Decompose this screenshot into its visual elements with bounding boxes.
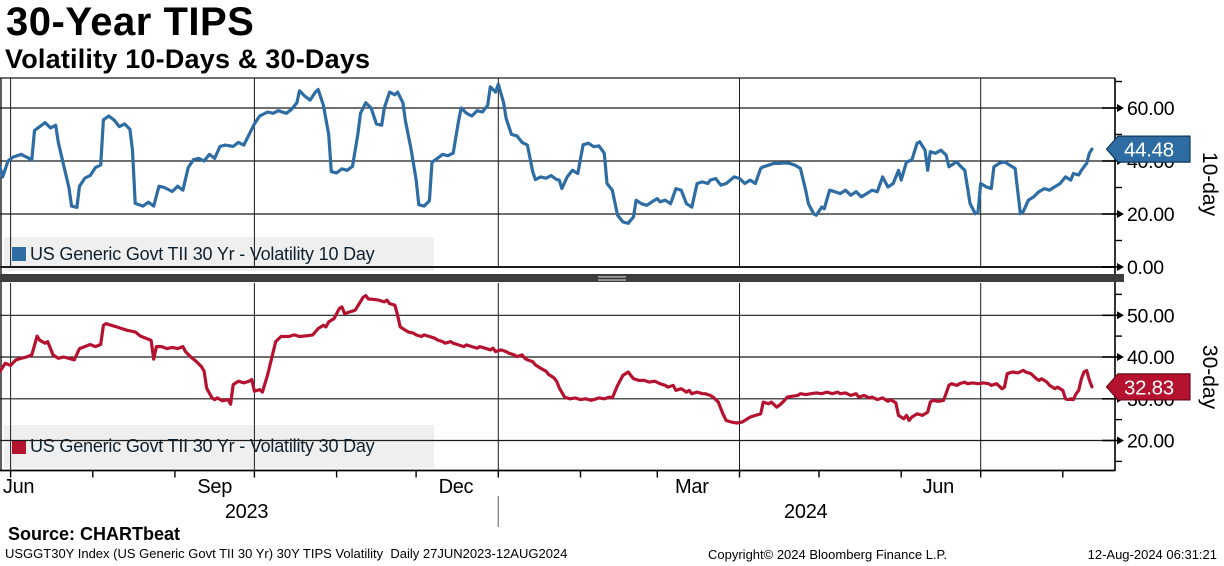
x-month-label: Mar [675,476,709,498]
panel-divider [0,274,1124,282]
panel-divider-grip[interactable] [598,276,626,281]
y-tick-arrow-icon [1117,311,1124,320]
y-tick-label: 30.00 [1127,389,1175,411]
y-tick-arrow-icon [1117,436,1124,445]
y-tick-label: 50.00 [1127,305,1175,327]
series-path-10-day [0,82,1094,225]
legend-swatch-red-icon [12,439,26,454]
y-tick-label: 20.00 [1127,431,1175,453]
last-value-badge-30-day [1105,373,1191,401]
y-tick-arrow-icon [1117,210,1124,218]
x-month-label: Jun [3,476,34,498]
y-tick-label: 40.00 [1127,151,1175,173]
panel-axis-name-30-day: 30-day [1198,345,1221,410]
y-tick-arrow-icon [1117,394,1124,403]
legend-label-30-day: US Generic Govt TII 30 Yr - Volatility 3… [30,436,375,456]
y-tick-label: 0.00 [1127,257,1164,279]
last-value-label: 44.48 [1124,139,1174,162]
last-value-badge-10-day [1105,135,1191,163]
y-tick-label: 60.00 [1127,98,1175,120]
panel-axis-name-10-day: 10-day [1198,152,1221,217]
legend-10-day: US Generic Govt TII 30 Yr - Volatility 1… [4,237,434,271]
legend-swatch-blue-icon [12,247,26,261]
footer-description: USGGT30Y Index (US Generic Govt TII 30 Y… [5,546,568,561]
last-value-label: 32.83 [1124,376,1174,399]
legend-30-day: US Generic Govt TII 30 Yr - Volatility 3… [4,425,434,468]
x-month-label: Dec [439,476,474,498]
y-tick-label: 20.00 [1127,204,1175,226]
y-tick-arrow-icon [1117,157,1124,165]
x-year-label: 2023 [225,501,268,523]
series-path-30-day [0,294,1094,425]
footer-copyright: Copyright© 2024 Bloomberg Finance L.P. [708,547,948,562]
page-title: 30-Year TIPS [6,0,255,44]
legend-label-10-day: US Generic Govt TII 30 Yr - Volatility 1… [30,243,375,264]
x-month-label: Jun [923,476,954,498]
x-year-label: 2024 [784,501,827,523]
page-subtitle: Volatility 10-Days & 30-Days [5,44,371,74]
y-tick-arrow-icon [1117,104,1124,112]
y-tick-arrow-icon [1117,353,1124,361]
y-tick-label: 40.00 [1127,347,1175,369]
y-tick-arrow-icon [1117,263,1124,271]
x-month-label: Sep [197,476,232,498]
footer-source: Source: CHARTbeat [8,524,181,544]
footer-timestamp: 12-Aug-2024 06:31:21 [1087,547,1217,562]
